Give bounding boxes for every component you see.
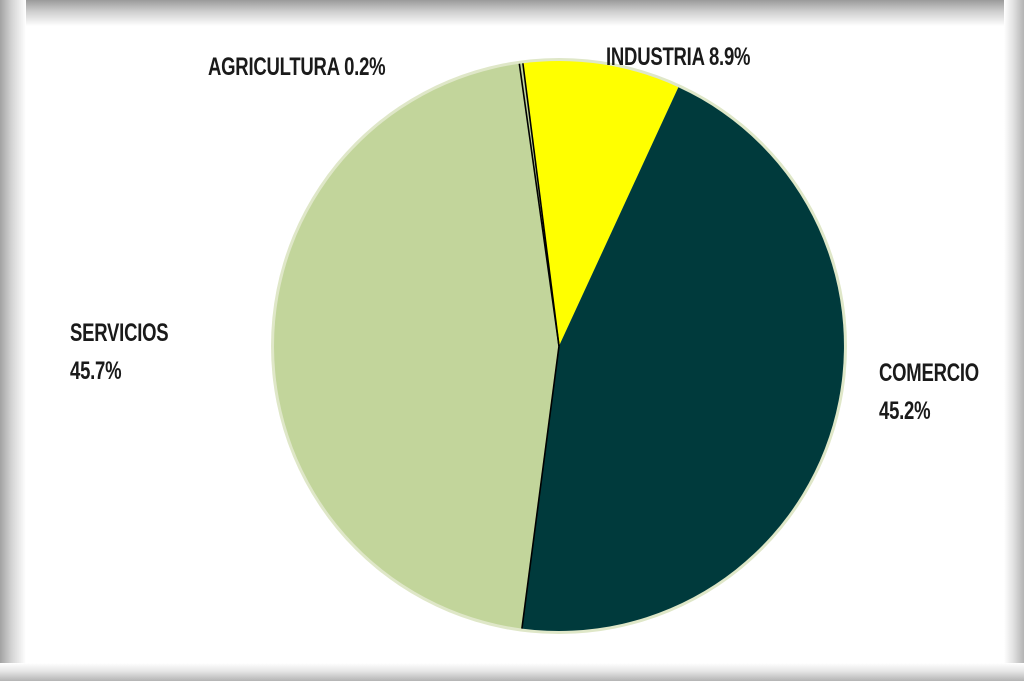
slice-label-agricultura-value: 0.2% — [344, 53, 386, 81]
pie-slice-comercio — [521, 87, 844, 631]
pie-slice-industria — [522, 61, 679, 346]
frame-shadow-right — [1004, 0, 1024, 681]
slice-label-industria-value: 8.9% — [708, 43, 751, 71]
slice-label-comercio-name: COMERCIO — [879, 359, 979, 387]
pie-slice-servicios — [274, 63, 559, 629]
slice-label-agricultura-name: AGRICULTURA — [208, 53, 340, 81]
frame-shadow-left — [0, 0, 26, 681]
slice-label-servicios-name: SERVICIOS — [70, 319, 169, 347]
slice-label-industria-name: INDUSTRIA — [606, 43, 705, 71]
slice-label-industria: INDUSTRIA 8.9% — [606, 38, 750, 76]
frame-shadow-bottom — [0, 663, 1024, 681]
pie-separator-line-1 — [522, 63, 560, 347]
frame-shadow-top — [0, 0, 1024, 26]
slice-label-comercio: COMERCIO 45.2% — [879, 354, 979, 430]
slice-label-servicios: SERVICIOS 45.7% — [70, 314, 169, 390]
slice-label-servicios-value: 45.7% — [70, 357, 122, 385]
slice-label-comercio-value: 45.2% — [879, 397, 931, 425]
slice-label-agricultura: AGRICULTURA 0.2% — [208, 48, 386, 86]
plot-area: AGRICULTURA 0.2% INDUSTRIA 8.9% COMERCIO… — [26, 26, 1004, 663]
pie-separator-line-2 — [521, 345, 560, 629]
pie-chart — [271, 58, 847, 634]
